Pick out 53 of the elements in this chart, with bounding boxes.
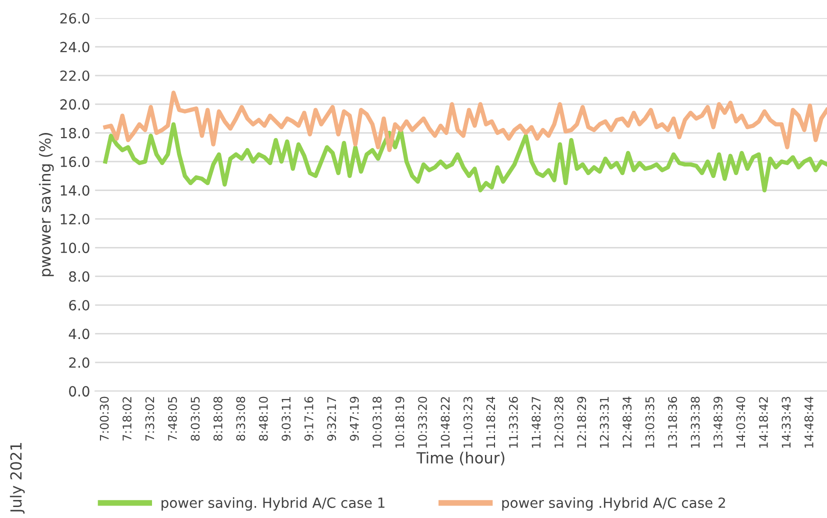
- y-tick-label: 18.0: [60, 128, 90, 138]
- y-tick-label: 8.0: [69, 271, 90, 282]
- text: July 2021: [10, 443, 25, 514]
- y-tick-label: 6.0: [69, 300, 90, 310]
- y-tick-label: 12.0: [60, 214, 90, 224]
- y-tick-label: 2.0: [69, 357, 90, 368]
- x-tick-label: 14:18:42: [758, 397, 768, 448]
- x-tick-label: 14:48:44: [804, 396, 814, 448]
- x-tick-label: 10:33:20: [418, 396, 427, 448]
- x-tick-label: 13:33:38: [690, 396, 700, 448]
- x-tick-label: 9:32:17: [327, 396, 336, 441]
- y-tick-label: 10.0: [60, 242, 90, 254]
- line-series: [103, 122, 827, 192]
- x-tick-label: 8:18:08: [213, 396, 222, 441]
- x-tick-label: 11:48:27: [532, 396, 541, 448]
- y-tick-label: 22.0: [60, 70, 90, 81]
- x-tick-label: 10:48:22: [440, 397, 450, 448]
- y-tick-label: 24.0: [60, 42, 90, 52]
- x-tick-label: 11:18:24: [486, 396, 496, 448]
- x-tick-label: 7:18:02: [122, 397, 132, 440]
- x-tick-label: 12:18:29: [577, 396, 586, 448]
- x-tick-label: 14:03:40: [736, 396, 746, 448]
- x-tick-label: 10:03:18: [372, 396, 382, 448]
- x-tick-label: 7:33:02: [145, 397, 154, 440]
- x-tick-label: 14:33:43: [782, 396, 791, 448]
- x-tick-label: 9:03:11: [282, 397, 291, 441]
- x-tick-label: 12:48:34: [622, 396, 632, 448]
- x-tick-label: 9:47:19: [350, 396, 359, 441]
- x-tick-label: 13:03:35: [645, 396, 654, 448]
- y-axis-title: pwower saving (%): [38, 132, 54, 276]
- x-tick-label: 11:33:26: [508, 396, 518, 448]
- x-tick-label: 7:00:30: [100, 396, 109, 440]
- y-tick-label: 14.0: [60, 185, 90, 196]
- x-tick-label: 9:17:16: [304, 396, 314, 441]
- x-tick-label: 12:33:31: [600, 397, 609, 448]
- x-tick-label: 13:48:39: [714, 396, 722, 448]
- x-tick-label: 11:03:23: [464, 396, 472, 448]
- x-tick-label: 13:18:36: [668, 396, 677, 448]
- y-tick-label: 20.0: [60, 99, 90, 110]
- x-tick-label: 8:03:05: [190, 396, 200, 441]
- x-tick-label: 7:48:05: [168, 396, 177, 440]
- legend-label: power saving. Hybrid A/C case 1: [162, 497, 384, 511]
- legend-label: power saving .Hybrid A/C case 2: [502, 497, 725, 511]
- y-tick-label: 26.0: [60, 13, 90, 24]
- y-tick-label: 4.0: [68, 328, 90, 340]
- line-series: [103, 90, 827, 152]
- y-tick-label: 0.0: [69, 386, 90, 397]
- x-axis-title: Time (hour): [416, 452, 504, 466]
- x-tick-label: 8:33:08: [236, 396, 246, 441]
- y-tick-label: 16.0: [60, 156, 90, 168]
- x-tick-label: 10:18:19: [395, 396, 404, 448]
- x-tick-label: 8:48:10: [258, 396, 268, 441]
- x-tick-label: 12:03:28: [554, 396, 564, 448]
